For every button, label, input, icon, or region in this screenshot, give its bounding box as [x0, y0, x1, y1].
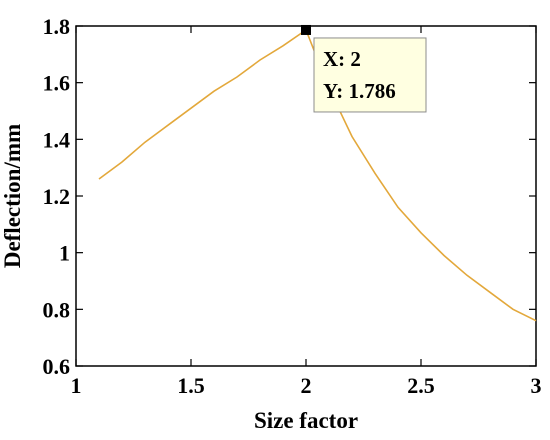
x-axis-label: Size factor — [254, 408, 358, 433]
x-axis-ticks: 1 1.5 2 2.5 3 — [71, 26, 542, 398]
x-tick-label: 3 — [531, 373, 542, 398]
datatip-box — [313, 37, 427, 113]
x-tick-label: 2.5 — [407, 373, 435, 398]
y-axis-label: Deflection/mm — [0, 124, 25, 268]
y-tick-label: 0.6 — [43, 354, 71, 379]
y-tick-label: 1.6 — [43, 71, 71, 96]
datatip-marker[interactable] — [301, 24, 311, 35]
y-axis-ticks: 0.6 0.8 1 1.2 1.4 1.6 1.8 — [43, 14, 536, 379]
y-tick-label: 1.4 — [43, 127, 71, 152]
axes — [75, 25, 537, 367]
datatip[interactable]: X: 2 Y: 1.786 — [301, 24, 427, 113]
y-tick-label: 1 — [59, 241, 70, 266]
x-tick-label: 1 — [71, 373, 82, 398]
x-tick-label: 2 — [301, 373, 312, 398]
y-tick-label: 0.8 — [43, 297, 71, 322]
datatip-x-label: X: 2 — [323, 47, 361, 71]
y-tick-label: 1.8 — [43, 14, 71, 39]
datatip-y-label: Y: 1.786 — [323, 79, 396, 103]
plot-area — [75, 25, 537, 367]
y-tick-label: 1.2 — [43, 184, 71, 209]
x-tick-label: 1.5 — [177, 373, 205, 398]
